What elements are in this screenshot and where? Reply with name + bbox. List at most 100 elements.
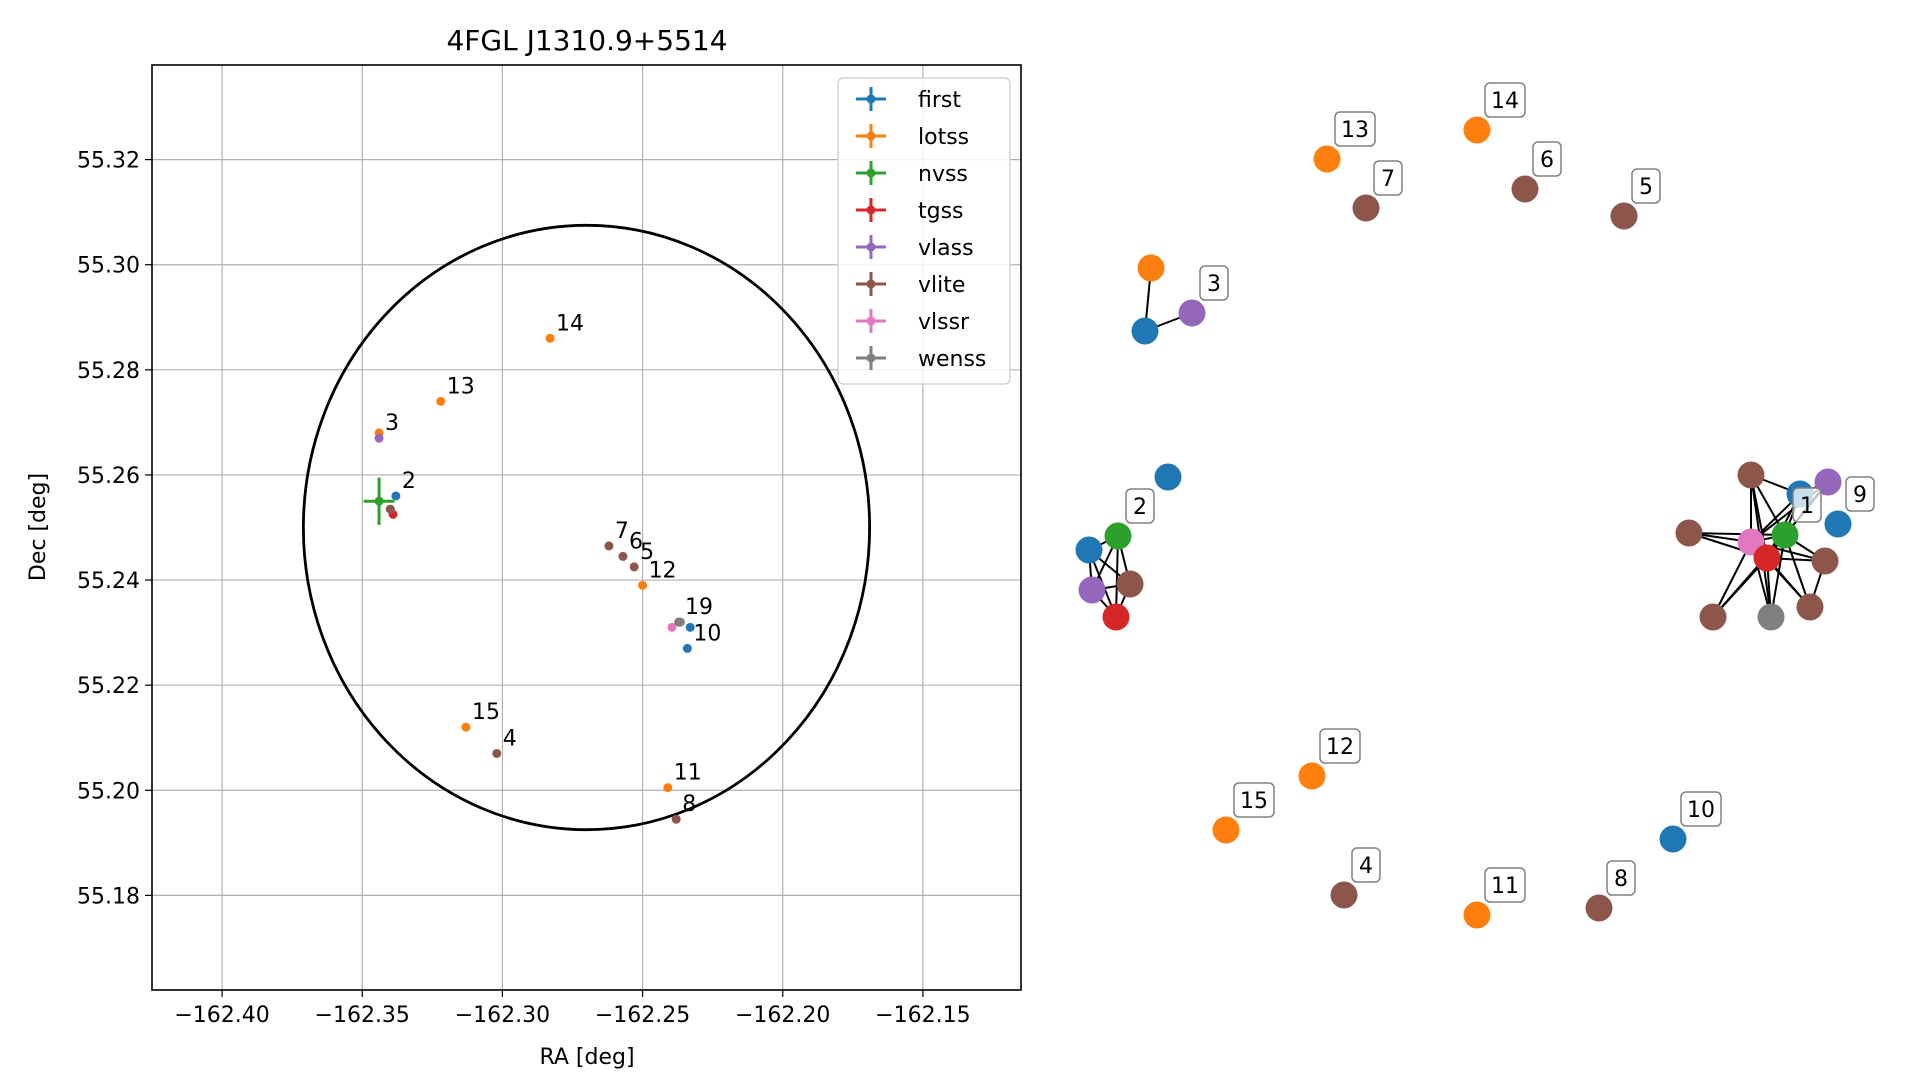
vlass-point[interactable]: [374, 433, 384, 443]
legend-box: [837, 77, 1011, 385]
network-node-first[interactable]: [1824, 510, 1852, 538]
network-node-label: 5: [1631, 168, 1661, 204]
network-node-tgss[interactable]: [1102, 603, 1130, 631]
label-text: 14: [1491, 89, 1519, 114]
lotss-point[interactable]: [545, 333, 555, 343]
vlite-point[interactable]: [618, 551, 628, 561]
point-label: 14: [556, 311, 584, 336]
network-node-wenss[interactable]: [1757, 603, 1785, 631]
network-node-lotss[interactable]: [1212, 816, 1240, 844]
network-node-vlite[interactable]: [1585, 894, 1613, 922]
network-node-lotss[interactable]: [1137, 254, 1165, 282]
legend-marker-dot: [866, 205, 876, 215]
lotss-point[interactable]: [638, 580, 648, 590]
legend-item-vlssr[interactable]: vlssr: [856, 309, 970, 335]
label-box: [1631, 168, 1661, 204]
point-label: 12: [649, 558, 677, 583]
network-node-label: 2: [1125, 488, 1155, 524]
label-box: [1373, 160, 1403, 196]
network-edge: [1770, 534, 1786, 618]
vlite-point[interactable]: [629, 562, 639, 572]
network-node-lotss[interactable]: [1463, 116, 1491, 144]
x-tick-label: −162.25: [595, 1003, 690, 1028]
network-node-tgss[interactable]: [1753, 544, 1781, 572]
network-node-vlass[interactable]: [1078, 576, 1106, 604]
legend-marker-dot: [866, 279, 876, 289]
network-node-vlite[interactable]: [1610, 202, 1638, 230]
legend[interactable]: first lotss nvss tgss vlass vlite vlssr wenss: [837, 77, 1011, 385]
label-text: 3: [1207, 272, 1221, 297]
first-point[interactable]: [685, 622, 695, 632]
vlite-point[interactable]: [604, 541, 614, 551]
network-edge: [1688, 532, 1786, 536]
legend-item-lotss[interactable]: lotss: [856, 124, 969, 150]
label-box: [1680, 791, 1722, 827]
legend-item-vlass[interactable]: vlass: [856, 235, 974, 261]
network-node-label: 13: [1334, 111, 1376, 147]
label-box: [1125, 488, 1155, 524]
network-node-lotss[interactable]: [1298, 762, 1326, 790]
vlite-point[interactable]: [671, 814, 681, 824]
lotss-point[interactable]: [663, 783, 673, 793]
legend-item-nvss[interactable]: nvss: [856, 161, 968, 187]
network-node-nvss[interactable]: [1104, 522, 1132, 550]
x-tick-label: −162.20: [735, 1003, 830, 1028]
legend-item-first[interactable]: first: [856, 87, 961, 113]
vlite-point[interactable]: [492, 748, 502, 758]
x-tick-label: −162.40: [174, 1003, 269, 1028]
search-ellipse: [301, 223, 872, 832]
legend-label: vlass: [918, 236, 974, 261]
legend-marker-dot: [866, 94, 876, 104]
network-node-lotss[interactable]: [1463, 901, 1491, 929]
legend-item-wenss[interactable]: wenss: [856, 346, 986, 372]
network-node-label: 1: [1792, 487, 1822, 523]
legend-item-vlite[interactable]: vlite: [856, 272, 965, 298]
network-node-vlass[interactable]: [1814, 468, 1842, 496]
vlite-point[interactable]: [385, 504, 395, 514]
legend-item-tgss[interactable]: tgss: [856, 198, 964, 224]
lotss-point[interactable]: [436, 396, 446, 406]
network-node-lotss[interactable]: [1313, 145, 1341, 173]
network-node-vlite[interactable]: [1330, 881, 1358, 909]
network-node-vlite[interactable]: [1511, 175, 1539, 203]
network-node-first[interactable]: [1131, 317, 1159, 345]
lotss-point[interactable]: [461, 722, 471, 732]
legend-label: wenss: [918, 347, 986, 372]
network-node-vlass[interactable]: [1178, 299, 1206, 327]
network-node-vlite[interactable]: [1737, 461, 1765, 489]
point-label: 7: [615, 519, 629, 544]
network-node-first[interactable]: [1154, 463, 1182, 491]
legend-label: lotss: [918, 125, 969, 150]
label-box: [1792, 487, 1822, 523]
network-node-vlite[interactable]: [1811, 547, 1839, 575]
nvss-point[interactable]: [374, 496, 384, 506]
legend-marker-dot: [866, 242, 876, 252]
network-node-label: 10: [1680, 791, 1722, 827]
network-node-label: 15: [1233, 782, 1275, 818]
first-point[interactable]: [391, 491, 401, 501]
vlssr-point[interactable]: [667, 622, 677, 632]
network-node-vlite[interactable]: [1116, 570, 1144, 598]
label-box: [1233, 782, 1275, 818]
point-label: 13: [447, 374, 475, 399]
point-label: 8: [682, 792, 696, 817]
network-node-vlite[interactable]: [1796, 593, 1824, 621]
plot-frame: [151, 64, 1022, 991]
point-label: 5: [640, 540, 654, 565]
network-node-label: 3: [1199, 265, 1229, 301]
y-axis-label: Dec [deg]: [26, 473, 51, 581]
legend-label: first: [918, 88, 961, 113]
network-node-vlite[interactable]: [1675, 519, 1703, 547]
network-node-first[interactable]: [1659, 825, 1687, 853]
network-node-label: 11: [1484, 867, 1526, 903]
wenss-point[interactable]: [675, 617, 685, 627]
network-node-first[interactable]: [1075, 536, 1103, 564]
network-node-nvss[interactable]: [1771, 521, 1799, 549]
x-tick-label: −162.35: [315, 1003, 410, 1028]
first-point[interactable]: [682, 643, 692, 653]
label-text: 1: [1800, 494, 1814, 519]
label-text: 7: [1381, 167, 1395, 192]
network-node-vlite[interactable]: [1699, 603, 1727, 631]
legend-label: vlite: [918, 273, 965, 298]
network-node-vlite[interactable]: [1352, 194, 1380, 222]
